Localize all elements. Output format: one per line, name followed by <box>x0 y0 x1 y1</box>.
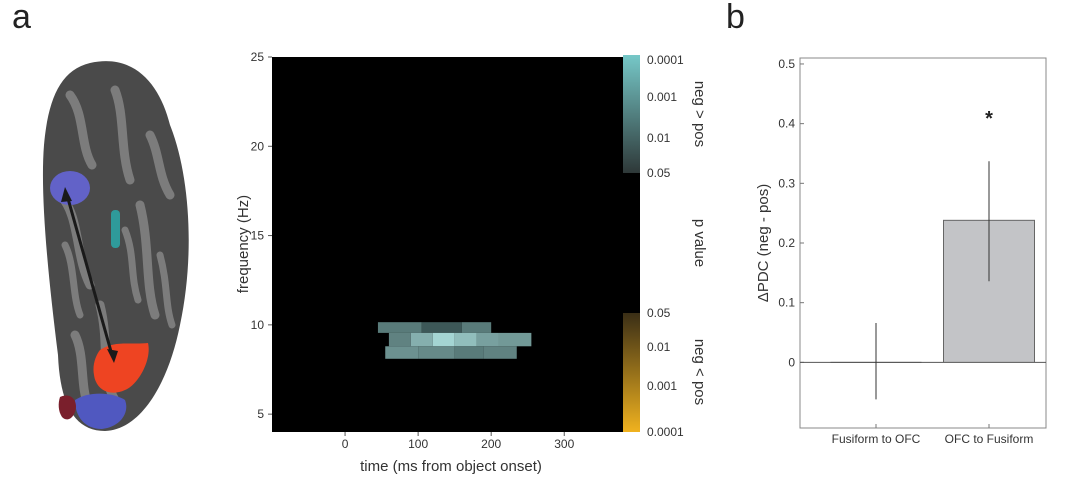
heatmap-cell <box>461 322 492 333</box>
heatmap-y-label: frequency (Hz) <box>235 195 252 293</box>
heatmap-y-tick-label: 10 <box>251 318 265 332</box>
heatmap-cell <box>476 332 499 347</box>
colorbar-tick-label: 0.01 <box>647 340 671 354</box>
heatmap-y-tick-label: 25 <box>251 50 265 64</box>
heatmap-cell <box>410 332 433 347</box>
heatmap-cell <box>385 346 419 359</box>
colorbar-lower-label: neg < pos <box>691 339 708 405</box>
heatmap-plot-area <box>272 57 630 432</box>
bar-y-tick-label: 0.2 <box>778 236 795 250</box>
colorbar-tick-label: 0.0001 <box>647 53 684 67</box>
heatmap-cell <box>498 332 532 347</box>
roi-blue-inferior <box>75 393 127 429</box>
colorbar-label: p value <box>691 219 708 267</box>
heatmap-x-tick-label: 300 <box>554 437 574 451</box>
bar-y-tick-label: 0.1 <box>778 296 795 310</box>
colorbar-middle <box>623 173 640 313</box>
arrow-head-up-icon <box>61 187 72 202</box>
bar-category-label: Fusiform to OFC <box>832 432 921 446</box>
bar-category-label: OFC to Fusiform <box>945 432 1034 446</box>
heatmap-cell <box>454 346 484 359</box>
arrow-head-down-icon <box>107 349 118 363</box>
colorbar-tick-label: 0.05 <box>647 306 671 320</box>
heatmap-cell <box>454 332 477 347</box>
roi-blue-superior <box>50 171 90 205</box>
roi-red <box>93 343 149 393</box>
heatmap-cell <box>483 346 517 359</box>
panel-label-a: a <box>12 0 31 36</box>
colorbar-tick-label: 0.0001 <box>647 425 684 439</box>
heatmap-cell <box>388 332 411 347</box>
heatmap-cell <box>432 332 455 347</box>
heatmap-cell <box>418 346 455 359</box>
colorbar-tick-label: 0.001 <box>647 379 677 393</box>
bar-y-tick-label: 0.3 <box>778 176 795 190</box>
heatmap-y-tick-label: 15 <box>251 229 265 243</box>
heatmap-cell <box>421 322 462 333</box>
colorbar-upper-label: neg > pos <box>691 81 708 147</box>
bar-y-tick-label: 0.4 <box>778 117 795 131</box>
heatmap-chart: 0 100 200 300 5 10 15 20 25 time (ms from objec… <box>235 50 708 475</box>
colorbar-tick-label: 0.01 <box>647 131 671 145</box>
roi-teal <box>111 210 120 248</box>
colorbar-lower <box>623 313 640 432</box>
heatmap-x-tick-label: 0 <box>342 437 349 451</box>
connection-arrow <box>65 194 114 356</box>
colorbar-tick-label: 0.001 <box>647 90 677 104</box>
colorbar-upper <box>623 55 640 173</box>
heatmap-x-label: time (ms from object onset) <box>360 458 542 475</box>
heatmap-x-tick-label: 100 <box>408 437 428 451</box>
heatmap-cell <box>377 322 422 333</box>
brain-sulcus-2 <box>61 226 176 329</box>
heatmap-y-tick-label: 20 <box>251 139 265 153</box>
significance-marker: * <box>985 108 993 130</box>
bar-y-label: ΔPDC (neg - pos) <box>755 184 772 302</box>
heatmap-x-tick-label: 200 <box>481 437 501 451</box>
bar-chart: 0 0.1 0.2 0.3 0.4 0.5 * Fusiform to OFC OFC to… <box>755 57 1047 446</box>
bar-y-tick-label: 0.5 <box>778 57 795 71</box>
bar-y-tick-label: 0 <box>788 355 795 369</box>
heatmap-y-tick-label: 5 <box>257 407 264 421</box>
roi-dark-red <box>58 395 76 420</box>
panel-label-b: b <box>726 0 745 36</box>
colorbar-tick-label: 0.05 <box>647 166 671 180</box>
brain-surface-image <box>42 61 189 432</box>
